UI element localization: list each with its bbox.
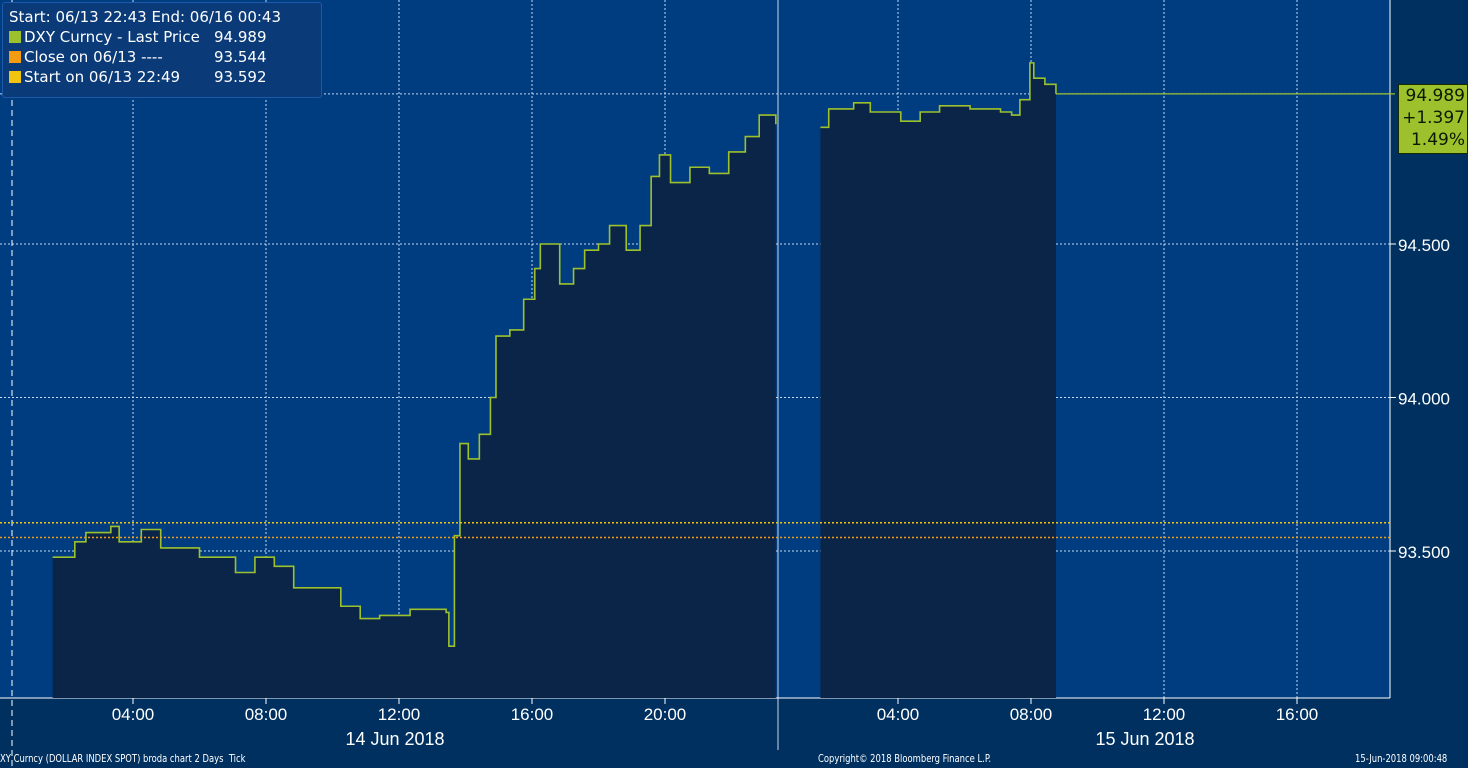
x-tick-label: 12:00: [378, 705, 421, 724]
x-tick-label: 12:00: [1143, 705, 1186, 724]
legend-swatch: [9, 71, 21, 83]
series-area: [52, 115, 776, 698]
legend-item: Close on 06/13 ---- 93.544: [9, 47, 315, 67]
x-tick-label: 16:00: [511, 705, 554, 724]
legend-label: Close on 06/13 ----: [24, 48, 163, 66]
series-line: [52, 114, 777, 647]
y-tick-label: 94.500: [1398, 236, 1450, 255]
day-label: 14 Jun 2018: [345, 729, 444, 749]
last-price-badge: 94.989 +1.397 1.49%: [1398, 84, 1468, 154]
legend-value: 94.989: [214, 28, 267, 46]
badge-pct: 1.49%: [1410, 130, 1465, 150]
x-tick-label: 08:00: [245, 705, 288, 724]
badge-change: +1.397: [1402, 108, 1465, 128]
footer-copyright: Copyright© 2018 Bloomberg Finance L.P.: [818, 752, 992, 765]
legend-label: DXY Curncy - Last Price: [24, 28, 200, 46]
legend-label: Start on 06/13 22:49: [24, 68, 181, 86]
legend-swatch: [9, 31, 21, 43]
legend-value: 93.592: [214, 68, 267, 86]
x-tick-label: 20:00: [644, 705, 687, 724]
footer-security: XY Curncy (DOLLAR INDEX SPOT) broda char…: [0, 752, 246, 765]
legend-value: 93.544: [214, 48, 267, 66]
x-tick-label: 04:00: [877, 705, 920, 724]
series-area: [820, 62, 1056, 699]
x-tick-label: 08:00: [1010, 705, 1053, 724]
series-line: [820, 62, 1057, 129]
footer-timestamp: 15-Jun-2018 09:00:48: [1355, 752, 1448, 765]
day-label: 15 Jun 2018: [1095, 729, 1194, 749]
y-tick-label: 94.000: [1398, 390, 1450, 409]
legend-item: DXY Curncy - Last Price 94.989: [9, 27, 315, 47]
x-tick-label: 04:00: [112, 705, 155, 724]
badge-price: 94.989: [1405, 86, 1465, 106]
x-tick-label: 16:00: [1276, 705, 1319, 724]
y-tick-label: 93.500: [1398, 543, 1450, 562]
legend-swatch: [9, 51, 21, 63]
legend-item: Start on 06/13 22:49 93.592: [9, 67, 315, 87]
legend: Start: 06/13 22:43 End: 06/16 00:43 DXY …: [2, 2, 322, 98]
legend-header: Start: 06/13 22:43 End: 06/16 00:43: [9, 8, 282, 26]
